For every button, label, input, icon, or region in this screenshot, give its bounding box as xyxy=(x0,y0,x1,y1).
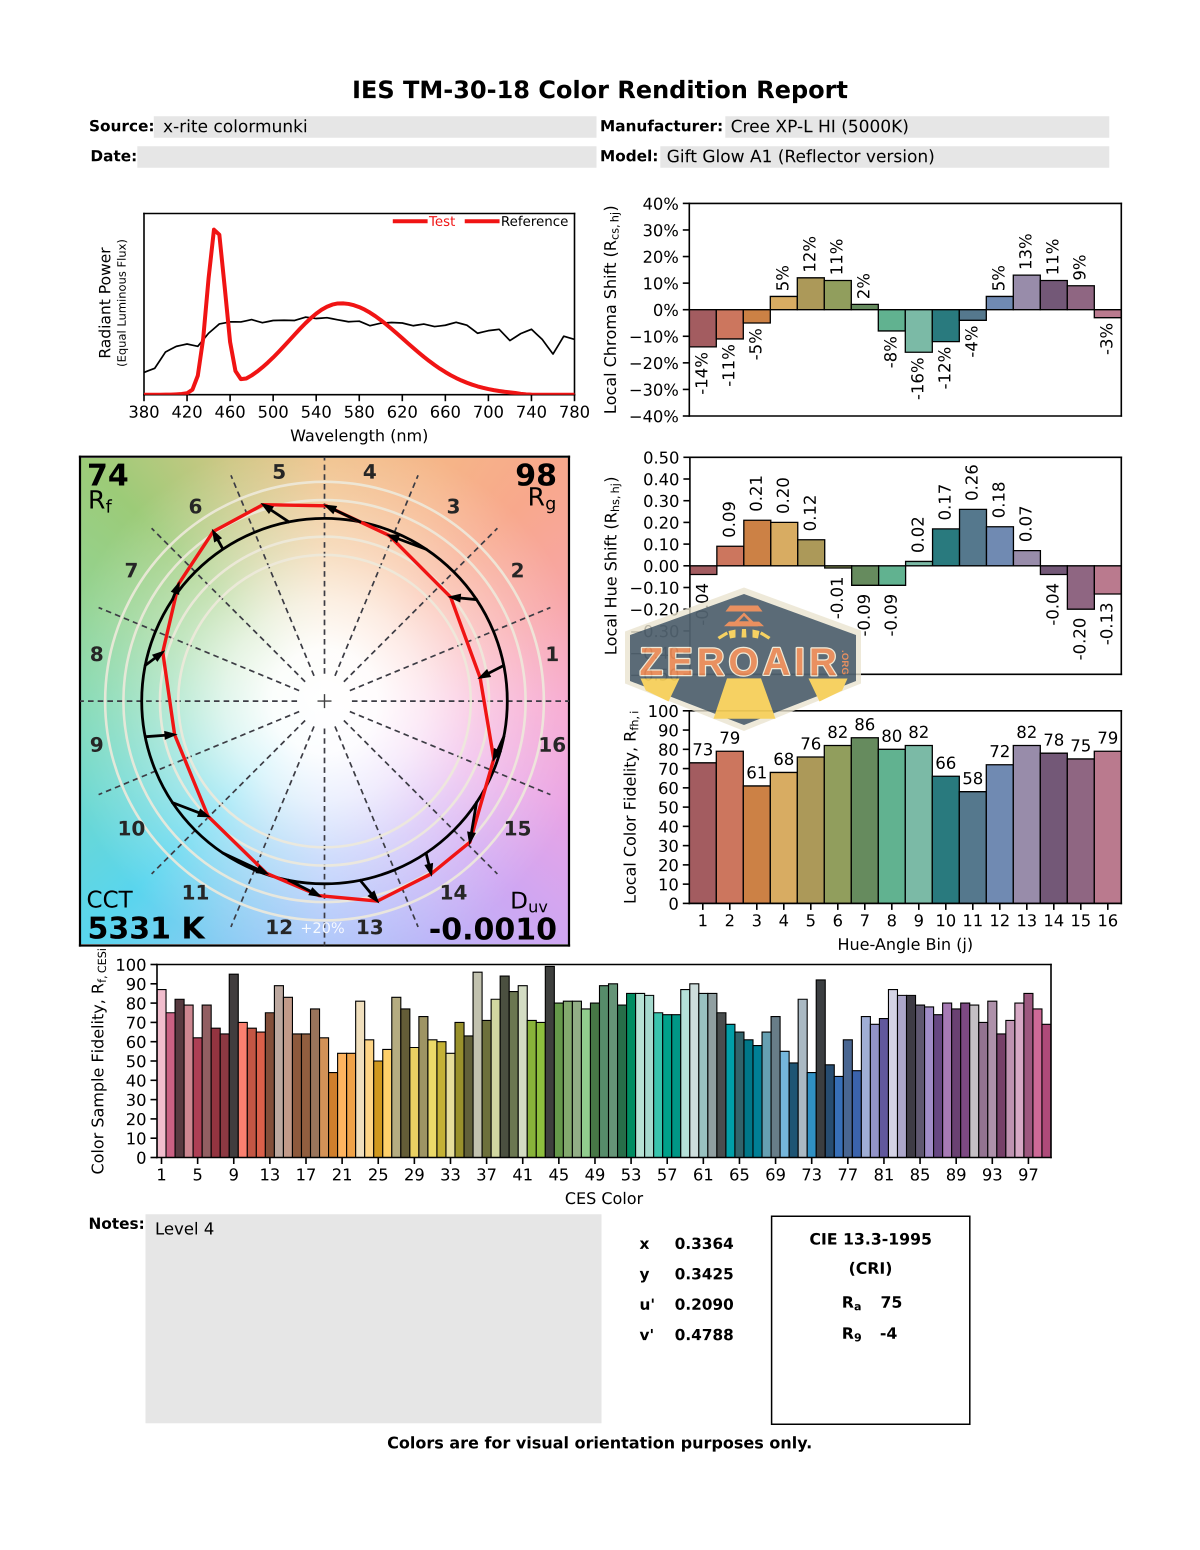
svg-text:ZEROAIR: ZEROAIR xyxy=(640,641,841,684)
svg-text:.ORG: .ORG xyxy=(839,650,850,675)
